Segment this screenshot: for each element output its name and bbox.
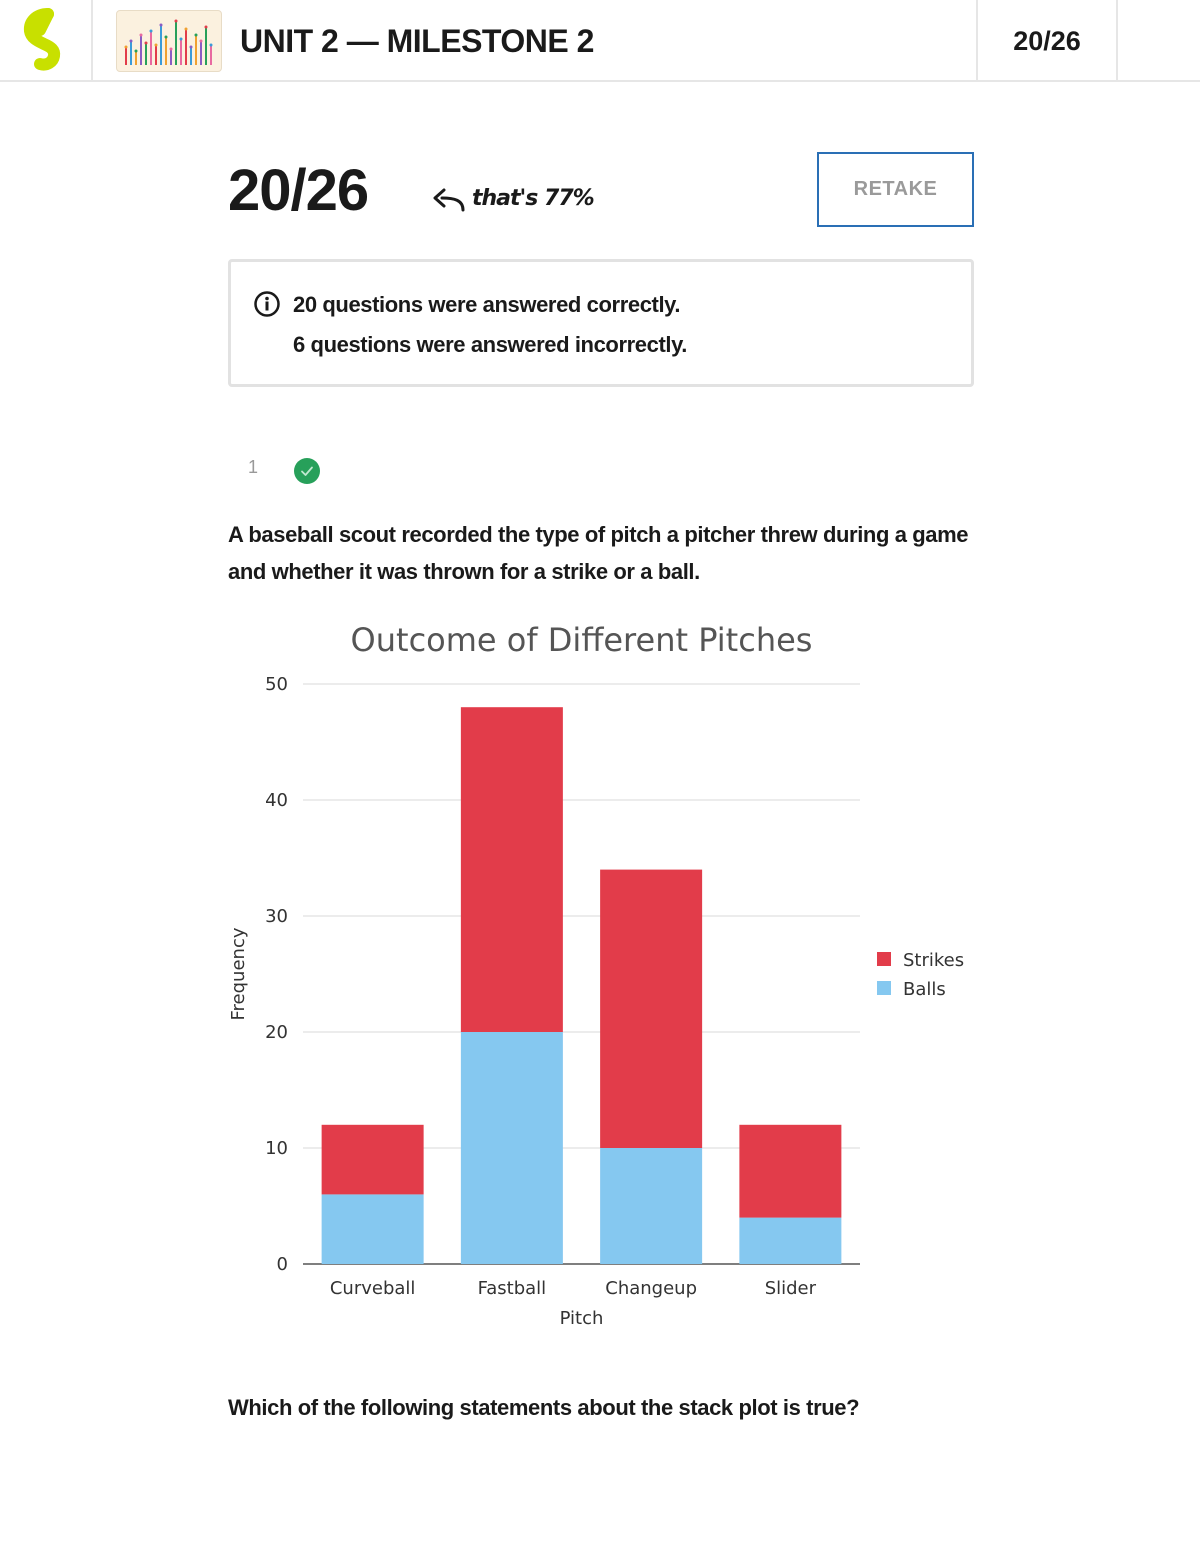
stacked-bar-chart: Outcome of Different Pitches 0 10 20 30 40 50 C… <box>228 621 964 1329</box>
x-axis-label: Pitch <box>560 1308 604 1329</box>
legend-swatch-balls <box>877 981 891 995</box>
thumbnail-bar <box>175 21 177 65</box>
thumbnail-dot <box>174 19 178 23</box>
top-bar: UNIT 2 — MILESTONE 2 20/26 <box>0 0 1200 82</box>
y-axis-label: Frequency <box>228 927 249 1020</box>
thumbnail-bar <box>200 41 202 65</box>
return-arrow-icon <box>433 188 465 212</box>
question-text: A baseball scout recorded the type of pi… <box>228 522 969 584</box>
thumbnail-bar <box>140 35 142 65</box>
thumbnail-dot <box>139 33 143 37</box>
legend-swatch-strikes <box>877 952 891 966</box>
thumbnail-dot <box>179 37 183 41</box>
thumbnail-dot <box>144 41 148 45</box>
thumbnail-bar <box>160 25 162 65</box>
y-tick-label: 40 <box>265 790 288 811</box>
thumbnail-bar <box>180 39 182 65</box>
thumbnail-bar <box>125 47 127 65</box>
thumbnail-bar <box>205 27 207 65</box>
y-tick-label: 30 <box>265 906 288 927</box>
thumbnail-dot <box>169 47 173 51</box>
thumbnail-bar <box>130 41 132 65</box>
sophia-logo-icon <box>23 8 61 71</box>
bar-balls-fastball <box>460 1032 563 1264</box>
thumbnail-dot <box>194 33 198 37</box>
thumbnail-dot <box>154 43 158 47</box>
thumbnail-bar <box>145 43 147 65</box>
x-tick-label: Changeup <box>605 1278 697 1299</box>
x-tick-label: Curveball <box>330 1278 416 1299</box>
thumbnail-dot <box>204 25 208 29</box>
bar-strikes-changeup <box>600 869 703 1148</box>
correct-summary: 20 questions were answered correctly. <box>293 292 681 317</box>
x-tick-label: Slider <box>765 1278 817 1299</box>
thumbnail-bar <box>170 49 172 65</box>
thumbnail-dot <box>129 39 133 43</box>
incorrect-summary: 6 questions were answered incorrectly. <box>293 332 687 357</box>
bar-balls-slider <box>739 1217 842 1264</box>
unit-thumbnail <box>116 10 222 72</box>
legend-label-strikes: Strikes <box>903 950 964 971</box>
y-tick-label: 0 <box>277 1254 288 1275</box>
thumbnail-dot <box>184 27 188 31</box>
x-tick-label: Fastball <box>478 1278 547 1299</box>
retake-button[interactable]: RETAKE <box>817 152 974 227</box>
thumbnail-bar <box>190 47 192 65</box>
correct-check-icon <box>294 458 320 484</box>
header-score: 20/26 <box>976 0 1118 82</box>
info-icon <box>254 291 280 317</box>
logo-cell[interactable] <box>0 0 93 82</box>
y-tick-label: 10 <box>265 1138 288 1159</box>
bar-strikes-fastball <box>460 707 563 1032</box>
y-tick-label: 20 <box>265 1022 288 1043</box>
thumbnail-dot <box>149 29 153 33</box>
thumbnail-dot <box>189 45 193 49</box>
legend-label-balls: Balls <box>903 979 946 1000</box>
thumbnail-bar <box>210 45 212 65</box>
bar-balls-curveball <box>321 1194 424 1264</box>
chart-title: Outcome of Different Pitches <box>351 621 813 659</box>
unit-title: UNIT 2 — MILESTONE 2 <box>240 23 594 59</box>
thumbnail-bar <box>185 29 187 65</box>
percent-note: that's 77% <box>472 186 595 211</box>
thumbnail-dot <box>209 43 213 47</box>
thumbnail-bar <box>135 51 137 65</box>
results-summary-box: 20 questions were answered correctly. 6 … <box>228 259 974 387</box>
thumbnail-dot <box>134 49 138 53</box>
bar-strikes-curveball <box>321 1124 424 1195</box>
bar-strikes-slider <box>739 1124 842 1218</box>
thumbnail-bars-icon <box>124 19 213 65</box>
thumbnail-dot <box>159 23 163 27</box>
thumbnail-bar <box>195 35 197 65</box>
result-score: 20/26 <box>228 158 369 223</box>
y-tick-label: 50 <box>265 674 288 695</box>
bar-balls-changeup <box>600 1148 703 1264</box>
thumbnail-bar <box>155 45 157 65</box>
thumbnail-bar <box>165 37 167 65</box>
thumbnail-bar <box>150 31 152 65</box>
question-number[interactable]: 1 <box>248 457 259 477</box>
thumbnail-dot <box>124 45 128 49</box>
thumbnail-dot <box>199 39 203 43</box>
thumbnail-dot <box>164 35 168 39</box>
question-prompt: Which of the following statements about … <box>228 1395 860 1420</box>
